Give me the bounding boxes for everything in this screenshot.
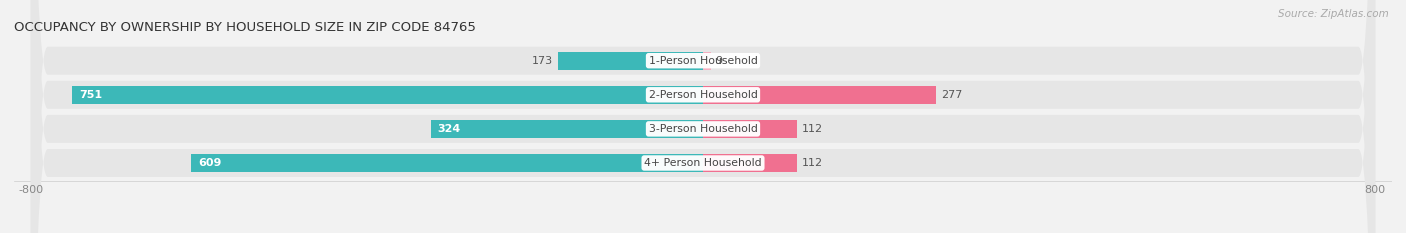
Text: 3-Person Household: 3-Person Household [648, 124, 758, 134]
Legend: Owner-occupied, Renter-occupied: Owner-occupied, Renter-occupied [588, 230, 818, 233]
FancyBboxPatch shape [31, 0, 1375, 233]
Text: OCCUPANCY BY OWNERSHIP BY HOUSEHOLD SIZE IN ZIP CODE 84765: OCCUPANCY BY OWNERSHIP BY HOUSEHOLD SIZE… [14, 21, 477, 34]
Bar [558, 52, 703, 70]
Text: 112: 112 [803, 158, 824, 168]
Text: 1-Person Household: 1-Person Household [648, 56, 758, 66]
Text: 2-Person Household: 2-Person Household [648, 90, 758, 100]
Text: 112: 112 [803, 124, 824, 134]
Bar [72, 86, 703, 104]
FancyBboxPatch shape [31, 0, 1375, 233]
Text: 4+ Person Household: 4+ Person Household [644, 158, 762, 168]
Text: Source: ZipAtlas.com: Source: ZipAtlas.com [1278, 9, 1389, 19]
Text: 277: 277 [941, 90, 962, 100]
Text: 609: 609 [198, 158, 221, 168]
Bar [430, 120, 703, 138]
Bar [703, 120, 797, 138]
Bar [703, 52, 710, 70]
Bar [703, 86, 936, 104]
Text: 173: 173 [531, 56, 553, 66]
FancyBboxPatch shape [31, 0, 1375, 233]
FancyBboxPatch shape [31, 0, 1375, 233]
Text: 9: 9 [716, 56, 723, 66]
Text: 324: 324 [437, 124, 461, 134]
Text: 751: 751 [79, 90, 101, 100]
Bar [703, 154, 797, 172]
Bar [191, 154, 703, 172]
